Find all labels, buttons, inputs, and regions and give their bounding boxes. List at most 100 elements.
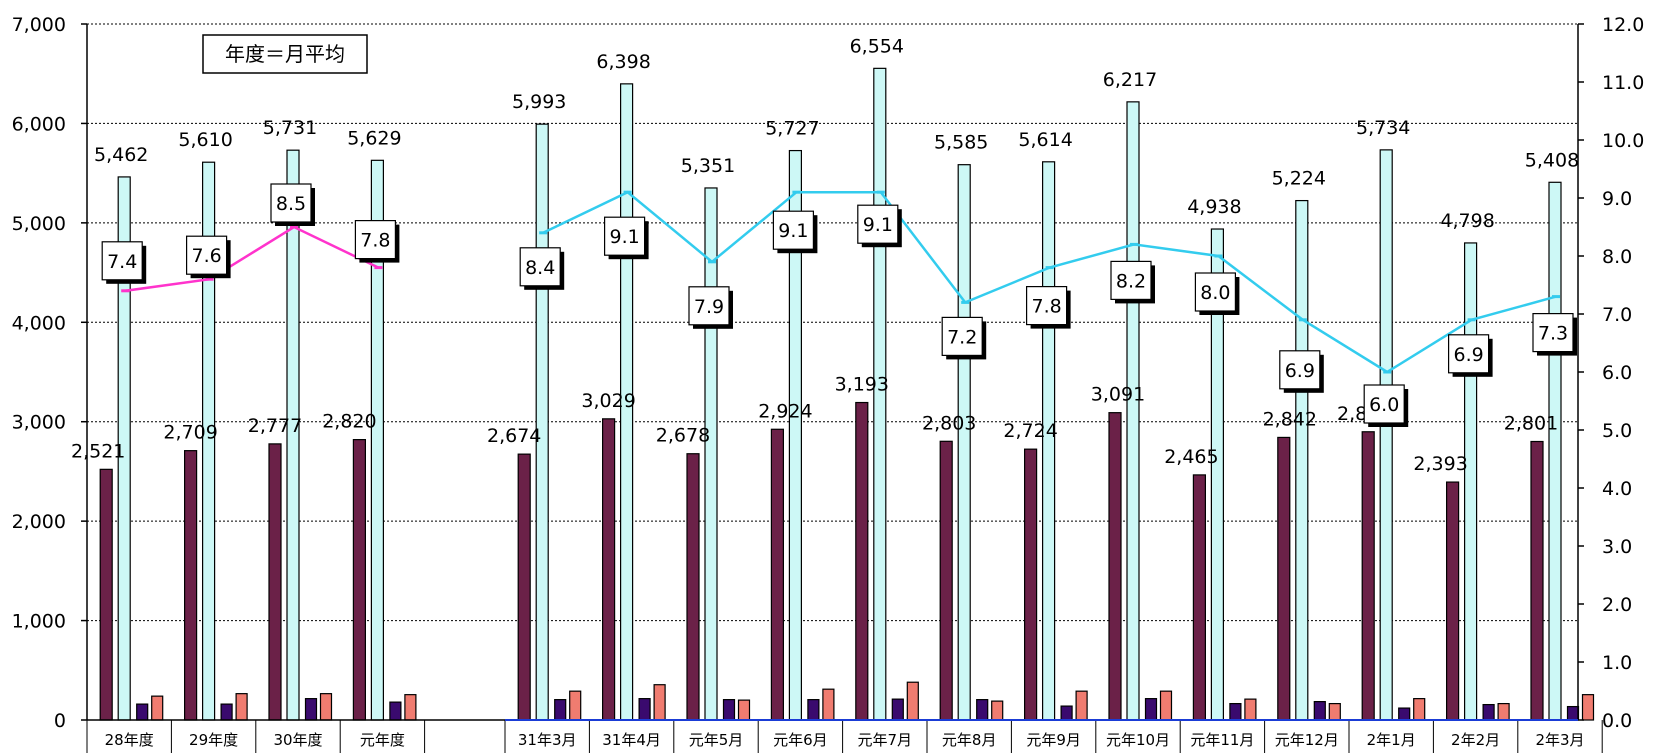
- bar-label-series1: 3,029: [581, 390, 635, 412]
- bar-label-series2: 5,224: [1272, 168, 1326, 190]
- y2-tick-label: 9.0: [1602, 188, 1632, 210]
- rate-label-text: 6.9: [1453, 344, 1483, 366]
- bar-label-series1: 2,801: [1504, 413, 1558, 435]
- x-tick-label: 元年8月: [942, 731, 997, 749]
- bar-series3: [389, 701, 402, 721]
- rate-label-frame: [1110, 260, 1152, 300]
- rate-label-text: 7.6: [191, 245, 221, 267]
- bar-label-series2: 5,462: [94, 144, 148, 166]
- rate-line-series1: [125, 225, 379, 293]
- bar-series2: [1295, 199, 1309, 721]
- bar-series4: [151, 695, 164, 721]
- bar-series3: [220, 703, 233, 721]
- y-tick-label: 7,000: [12, 14, 66, 36]
- rate-label-box: 9.1: [857, 204, 902, 248]
- bar-label-series1: 2,803: [922, 412, 976, 434]
- rate-label-box: 6.9: [1279, 350, 1324, 393]
- x-tick-label: 2年3月: [1535, 731, 1584, 749]
- bar-series4: [235, 693, 248, 721]
- rate-label-text: 7.2: [947, 326, 977, 348]
- bar-series4: [404, 694, 417, 721]
- bar-series4: [906, 681, 919, 721]
- rate-label-box: 7.9: [688, 286, 733, 329]
- annotation-text: 年度＝月平均: [225, 42, 345, 66]
- bar-series3: [1229, 702, 1242, 721]
- rate-label-text: 9.1: [778, 220, 808, 242]
- bar-series1: [1445, 481, 1460, 721]
- bar-series2: [1126, 101, 1140, 721]
- x-tick-label: 31年3月: [518, 731, 577, 749]
- bar-series2: [1463, 242, 1478, 721]
- bar-label-series2: 5,585: [934, 132, 988, 154]
- bar-series4: [822, 688, 835, 721]
- bar-series4: [1328, 702, 1341, 721]
- bar-label-series1: 2,777: [248, 415, 302, 437]
- rate-label-frame: [941, 316, 983, 356]
- rate-label-frame: [1363, 384, 1405, 424]
- y2-tick-label: 7.0: [1602, 304, 1632, 326]
- rate-label-box: 8.5: [270, 183, 315, 226]
- rate-label-box: 7.6: [186, 235, 231, 279]
- bar-label-series2: 5,408: [1525, 149, 1579, 171]
- bar-series3: [1144, 698, 1158, 721]
- bar-label-series2: 4,798: [1440, 210, 1494, 232]
- bar-series1: [268, 443, 282, 721]
- bar-series2: [957, 164, 971, 721]
- rate-label-frame: [1279, 350, 1321, 390]
- x-tick-label: 元年6月: [773, 731, 828, 749]
- x-tick-label: 元年12月: [1275, 731, 1339, 749]
- bar-series4: [569, 690, 582, 721]
- bar-label-series1: 2,678: [656, 425, 710, 447]
- rate-label-box: 8.0: [1194, 272, 1240, 315]
- bar-series4: [319, 693, 333, 721]
- rate-label-box: 7.8: [1025, 286, 1071, 329]
- bar-label-series1: 2,820: [322, 411, 376, 433]
- bar-series3: [554, 699, 567, 721]
- bar-series1: [601, 418, 616, 721]
- rate-label-box: 7.3: [1532, 313, 1577, 356]
- bar-label-series1: 2,465: [1164, 446, 1218, 468]
- bar-series3: [304, 698, 318, 721]
- bar-series4: [1413, 698, 1426, 721]
- rate-label-frame: [270, 183, 312, 223]
- bar-series1: [1361, 431, 1375, 721]
- y2-tick-label: 12.0: [1602, 14, 1644, 36]
- bar-series3: [976, 699, 989, 721]
- bar-label-series2: 5,629: [347, 127, 401, 149]
- rate-label-text: 7.8: [1031, 296, 1061, 318]
- lines: [121, 190, 1560, 374]
- bar-series4: [1581, 694, 1595, 721]
- bar-series4: [1159, 690, 1173, 721]
- bar-series3: [1060, 705, 1073, 721]
- rate-label-text: 8.0: [1200, 282, 1230, 304]
- bar-label-series2: 5,727: [765, 118, 819, 140]
- bar-label-series1: 3,193: [835, 374, 889, 396]
- gridlines: [87, 23, 1578, 622]
- rate-label-frame: [101, 241, 143, 281]
- y-tick-label: 1,000: [12, 611, 66, 633]
- bar-label-series1: 2,924: [758, 400, 812, 422]
- rate-label-frame: [1025, 286, 1068, 326]
- axes: 0 1,000 2,000 3,000 4,000 5,000 6,000 7,000 0.0 1…: [12, 14, 1644, 753]
- x-tick-label: 2年2月: [1451, 731, 1500, 749]
- rate-label-frame: [354, 220, 396, 260]
- x-tick-label: 元年9月: [1026, 731, 1081, 749]
- bar-series3: [136, 703, 149, 721]
- rate-label-box: 6.9: [1447, 334, 1493, 377]
- x-tick-label: 2年1月: [1367, 731, 1416, 749]
- rate-label-frame: [1532, 313, 1574, 353]
- x-tick-label: 元年5月: [689, 731, 744, 749]
- rate-label-text: 7.8: [360, 230, 390, 252]
- rate-label-text: 7.9: [694, 296, 724, 318]
- rate-label-frame: [519, 247, 561, 287]
- rate-label-box: 6.0: [1363, 384, 1409, 427]
- bar-label-series1: 2,724: [1003, 420, 1057, 442]
- bar-label-series1: 2,674: [487, 425, 541, 447]
- rate-label-text: 7.4: [107, 251, 137, 273]
- rate-label-box: 7.4: [101, 241, 147, 284]
- bar-series1: [99, 468, 113, 721]
- y2-tick-label: 6.0: [1602, 362, 1632, 384]
- y-tick-label: 4,000: [12, 312, 66, 334]
- y2-tick-label: 5.0: [1602, 420, 1632, 442]
